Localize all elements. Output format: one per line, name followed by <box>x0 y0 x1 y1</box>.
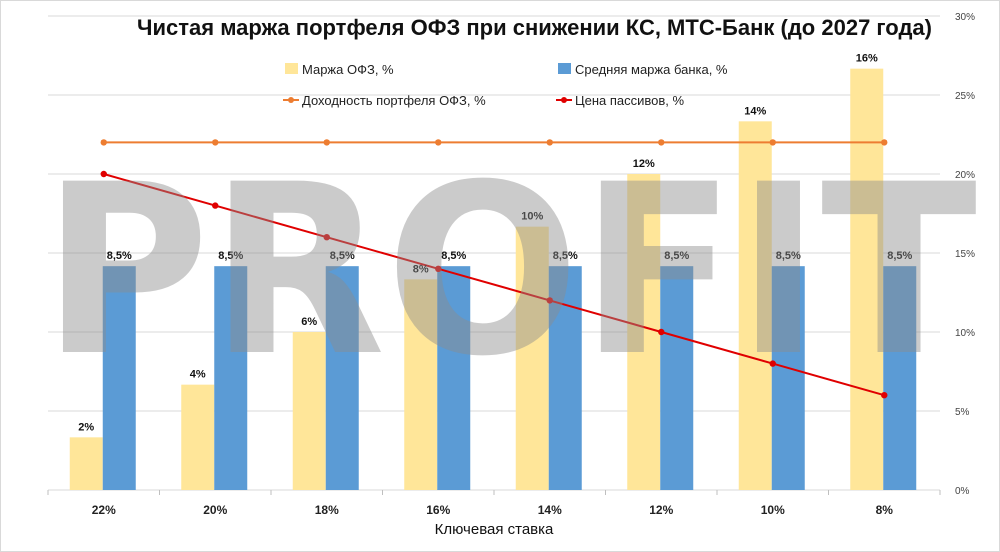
legend-marker <box>561 97 567 103</box>
bar <box>404 279 438 490</box>
line-marker <box>212 139 219 146</box>
data-label: 16% <box>856 53 878 65</box>
legend-swatch <box>558 63 571 74</box>
series-line <box>103 173 885 397</box>
data-label: 6% <box>301 316 317 328</box>
x-tick-label: 8% <box>876 503 894 517</box>
line-marker <box>881 139 888 146</box>
data-label: 8,5% <box>664 250 689 262</box>
x-tick-label: 16% <box>426 503 450 517</box>
line-marker <box>100 139 107 146</box>
x-tick-label: 12% <box>649 503 673 517</box>
y-tick-label: 10% <box>955 328 975 339</box>
bar <box>850 68 884 491</box>
data-label: 14% <box>744 105 766 117</box>
data-label: 8% <box>413 263 429 275</box>
line-marker <box>212 202 219 209</box>
x-tick-label: 18% <box>315 503 339 517</box>
bar <box>515 226 549 490</box>
line-marker <box>435 139 442 146</box>
bar <box>660 266 694 490</box>
legend: Маржа ОФЗ, % Средняя маржа банка, % Доходн… <box>283 62 728 108</box>
y-tick-label: 15% <box>955 249 975 260</box>
data-label: 4% <box>190 369 206 381</box>
data-label: 8,5% <box>887 250 912 262</box>
line-marker <box>769 360 776 367</box>
x-tick-label: 10% <box>761 503 785 517</box>
bar <box>292 332 326 490</box>
bar <box>69 437 103 490</box>
line-marker <box>658 139 665 146</box>
x-axis-title: Ключевая ставка <box>435 521 554 538</box>
legend-swatch <box>285 63 298 74</box>
y-tick-label: 0% <box>955 486 970 497</box>
data-label: 12% <box>633 158 655 170</box>
bar <box>325 266 359 490</box>
y-tick-label: 25% <box>955 91 975 102</box>
watermark: PROFIT <box>42 135 977 408</box>
line-marker <box>100 170 107 178</box>
bar <box>102 266 136 490</box>
line-marker <box>323 234 330 241</box>
bar <box>214 266 248 490</box>
bar <box>181 384 215 490</box>
x-tick-label: 20% <box>203 503 227 517</box>
line-marker <box>546 297 553 304</box>
data-label: 2% <box>78 421 94 433</box>
bar <box>771 266 805 490</box>
bar <box>883 266 917 490</box>
data-label: 8,5% <box>218 250 243 262</box>
legend-label: Маржа ОФЗ, % <box>302 62 394 77</box>
line-marker <box>546 139 553 146</box>
bar <box>437 266 471 490</box>
x-tick-label: 22% <box>92 503 116 517</box>
line-marker <box>881 392 888 399</box>
data-label: 10% <box>521 211 543 223</box>
chart-title: Чистая маржа портфеля ОФЗ при снижении К… <box>137 15 932 40</box>
data-label: 8,5% <box>441 250 466 262</box>
data-label: 8,5% <box>553 250 578 262</box>
legend-label: Цена пассивов, % <box>575 93 685 108</box>
x-tick-label: 14% <box>538 503 562 517</box>
y-tick-label: 30% <box>955 12 975 23</box>
line-marker <box>658 328 665 336</box>
legend-label: Доходность портфеля ОФЗ, % <box>302 93 486 108</box>
line-marker <box>769 139 776 146</box>
bar <box>548 266 582 490</box>
line-marker <box>435 265 442 272</box>
data-label: 8,5% <box>776 250 801 262</box>
bar <box>627 174 661 490</box>
line-marker <box>323 139 330 146</box>
data-label: 8,5% <box>107 250 132 262</box>
bar <box>738 121 772 490</box>
y-tick-label: 20% <box>955 170 975 181</box>
legend-marker <box>288 97 294 103</box>
legend-label: Средняя маржа банка, % <box>575 62 728 77</box>
y-tick-label: 5% <box>955 407 970 418</box>
data-label: 8,5% <box>330 250 355 262</box>
